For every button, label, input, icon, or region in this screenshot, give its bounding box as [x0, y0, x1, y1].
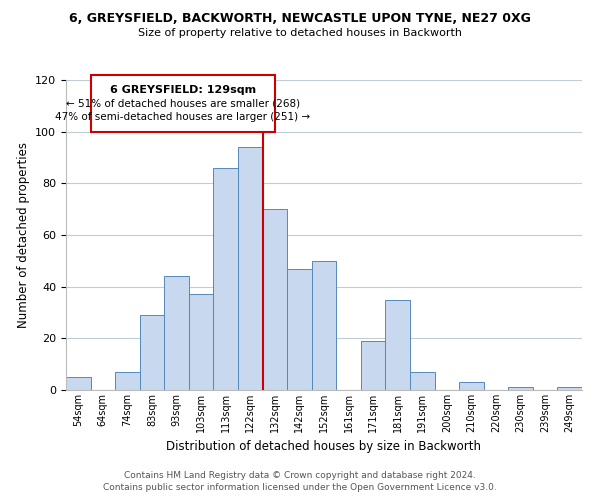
Bar	[189, 294, 214, 390]
Bar	[312, 261, 336, 390]
Text: ← 51% of detached houses are smaller (268): ← 51% of detached houses are smaller (26…	[65, 98, 300, 108]
Text: 47% of semi-detached houses are larger (251) →: 47% of semi-detached houses are larger (…	[55, 112, 310, 122]
Text: Size of property relative to detached houses in Backworth: Size of property relative to detached ho…	[138, 28, 462, 38]
Bar	[164, 276, 189, 390]
Bar	[238, 147, 263, 390]
Bar	[508, 388, 533, 390]
Text: 6, GREYSFIELD, BACKWORTH, NEWCASTLE UPON TYNE, NE27 0XG: 6, GREYSFIELD, BACKWORTH, NEWCASTLE UPON…	[69, 12, 531, 26]
FancyBboxPatch shape	[91, 75, 275, 132]
X-axis label: Distribution of detached houses by size in Backworth: Distribution of detached houses by size …	[167, 440, 482, 454]
Bar	[140, 315, 164, 390]
Text: Contains HM Land Registry data © Crown copyright and database right 2024.
Contai: Contains HM Land Registry data © Crown c…	[103, 471, 497, 492]
Bar	[361, 341, 385, 390]
Bar	[214, 168, 238, 390]
Bar	[287, 268, 312, 390]
Y-axis label: Number of detached properties: Number of detached properties	[17, 142, 29, 328]
Bar	[263, 209, 287, 390]
Bar	[459, 382, 484, 390]
Bar	[115, 372, 140, 390]
Bar	[557, 388, 582, 390]
Bar	[66, 377, 91, 390]
Bar	[410, 372, 434, 390]
Bar	[385, 300, 410, 390]
Text: 6 GREYSFIELD: 129sqm: 6 GREYSFIELD: 129sqm	[110, 85, 256, 95]
